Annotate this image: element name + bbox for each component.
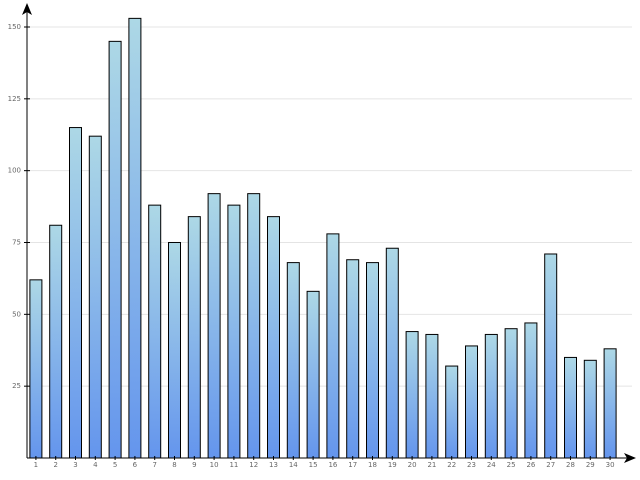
x-tick-label: 15 xyxy=(309,461,318,469)
bar xyxy=(168,241,181,459)
x-tick-label: 24 xyxy=(487,461,496,469)
y-tick-label: 75 xyxy=(12,238,21,246)
bar xyxy=(108,40,122,459)
y-tick-label: 125 xyxy=(8,95,21,103)
x-tick-label: 13 xyxy=(269,461,278,469)
bar xyxy=(267,216,280,459)
x-tick-label: 27 xyxy=(546,461,555,469)
y-tick-label: 50 xyxy=(12,310,21,318)
bar xyxy=(128,17,142,459)
bar xyxy=(187,216,201,459)
y-axis-arrow xyxy=(22,3,32,15)
bar xyxy=(326,233,340,459)
bar xyxy=(445,365,459,459)
bar xyxy=(88,135,102,459)
bar xyxy=(227,204,241,459)
bar xyxy=(504,328,518,459)
x-tick-label: 30 xyxy=(606,461,615,469)
x-tick-label: 6 xyxy=(133,461,138,469)
bar xyxy=(524,322,538,459)
x-tick-label: 28 xyxy=(566,461,575,469)
bar xyxy=(69,127,82,459)
x-tick-label: 2 xyxy=(53,461,57,469)
x-tick-label: 25 xyxy=(507,461,516,469)
x-tick-label: 16 xyxy=(328,461,337,469)
x-tick-label: 20 xyxy=(408,461,417,469)
y-tick-label: 25 xyxy=(12,382,21,390)
y-tick-label: 150 xyxy=(8,23,21,31)
x-tick-label: 8 xyxy=(172,461,176,469)
bar xyxy=(405,331,419,459)
x-tick-label: 1 xyxy=(34,461,38,469)
bar xyxy=(425,333,439,459)
x-tick-label: 29 xyxy=(586,461,595,469)
x-tick-label: 19 xyxy=(388,461,397,469)
bar xyxy=(286,262,300,459)
x-tick-label: 26 xyxy=(526,461,535,469)
bars xyxy=(29,17,617,459)
x-tick-label: 21 xyxy=(427,461,436,469)
bar xyxy=(544,253,558,459)
x-tick-label: 9 xyxy=(192,461,196,469)
x-tick-label: 17 xyxy=(348,461,357,469)
x-tick-label: 4 xyxy=(93,461,98,469)
y-tick-label: 100 xyxy=(8,167,21,175)
x-tick-label: 14 xyxy=(289,461,298,469)
x-tick-label: 23 xyxy=(467,461,476,469)
x-tick-label: 5 xyxy=(113,461,117,469)
bar xyxy=(346,259,360,459)
bar xyxy=(385,247,399,459)
bar xyxy=(247,193,261,459)
bar xyxy=(484,333,498,459)
x-tick-label: 22 xyxy=(447,461,456,469)
x-tick-label: 18 xyxy=(368,461,377,469)
bar xyxy=(465,345,478,459)
bar xyxy=(49,224,63,459)
bar xyxy=(148,204,162,459)
bar xyxy=(564,356,577,459)
bar xyxy=(603,348,617,459)
x-axis-arrow xyxy=(624,453,636,463)
bar xyxy=(29,279,43,459)
bar xyxy=(366,262,379,459)
x-tick-label: 11 xyxy=(229,461,238,469)
x-tick-label: 10 xyxy=(210,461,219,469)
bar xyxy=(306,290,320,459)
bar xyxy=(207,193,221,459)
x-tick-label: 3 xyxy=(73,461,77,469)
x-tick-label: 12 xyxy=(249,461,258,469)
bar xyxy=(583,359,597,459)
x-tick-label: 7 xyxy=(152,461,156,469)
